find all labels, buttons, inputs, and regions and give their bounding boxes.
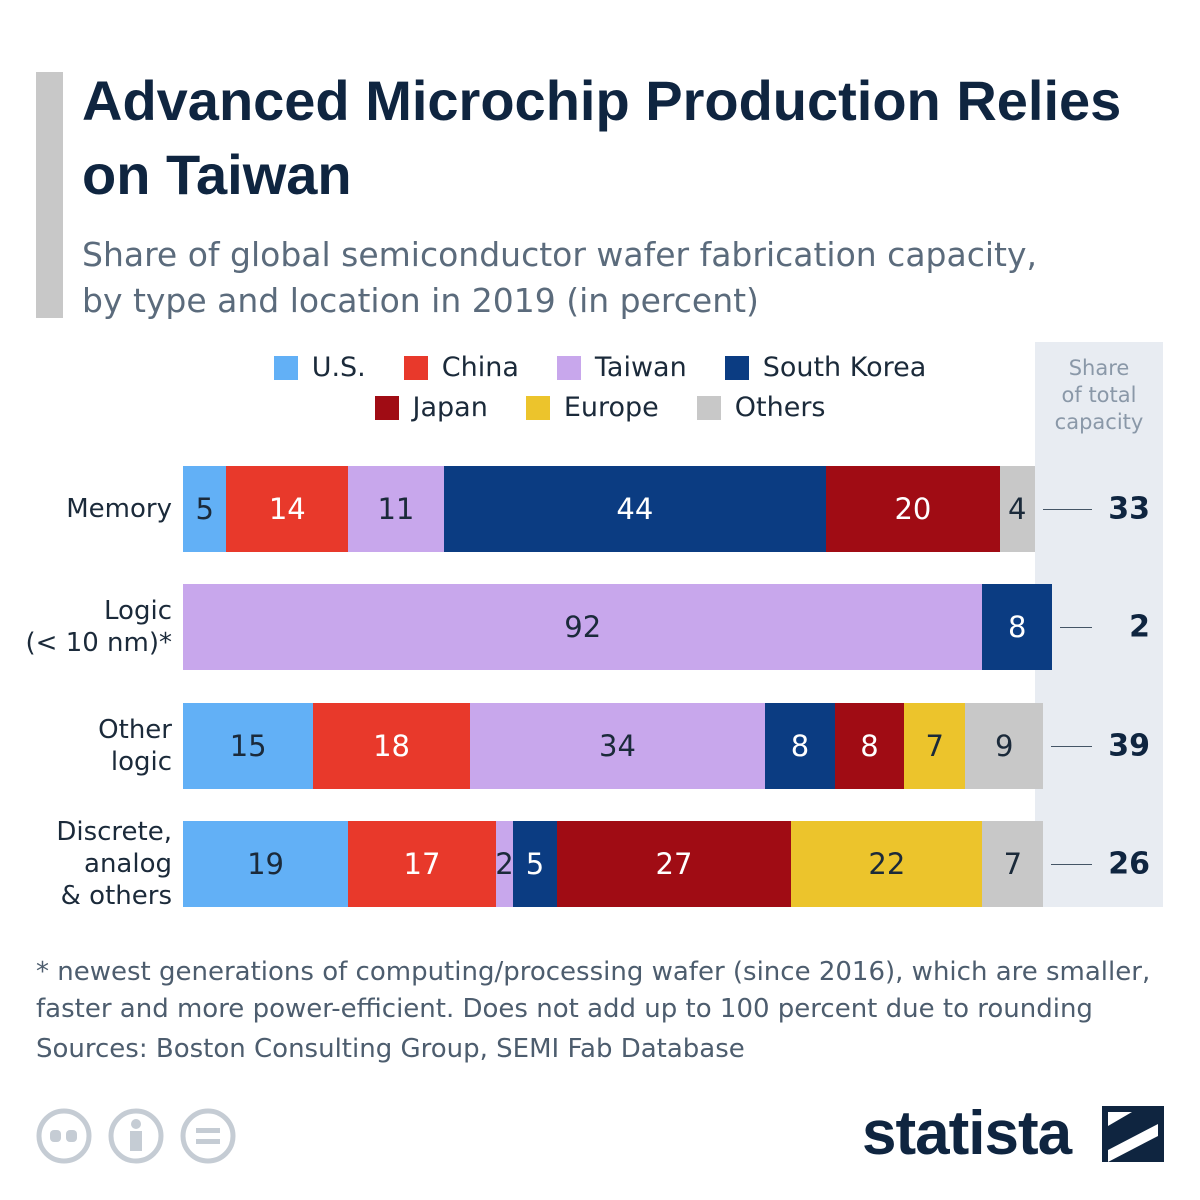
legend-label: U.S. — [311, 352, 366, 383]
value-label: 27 — [655, 847, 693, 881]
brand: statista — [862, 1099, 1072, 1168]
value-label: 2 — [495, 847, 514, 881]
value-label: 14 — [268, 492, 306, 526]
bar-segment: 11 — [348, 466, 444, 552]
brand-logo — [1102, 1106, 1164, 1162]
bar-segment: 44 — [443, 466, 827, 552]
legend-row: U.S. China Taiwan South Korea — [0, 352, 1200, 383]
legend-label: Europe — [563, 392, 659, 423]
value-label: 15 — [229, 729, 267, 763]
value-label: 7 — [1003, 847, 1023, 881]
bar-segment: 7 — [982, 821, 1044, 907]
bar-segment: 27 — [556, 821, 792, 907]
bar-segment: 8 — [765, 703, 835, 789]
legend-swatch — [724, 355, 749, 380]
legend-swatch — [525, 395, 550, 420]
value-label: 7 — [925, 729, 944, 763]
legend-item: Europe — [525, 392, 659, 423]
legend-swatch — [696, 395, 721, 420]
totals-header: Share of total capacity — [1054, 356, 1144, 434]
legend-swatch — [403, 355, 428, 380]
value-label: 9 — [994, 729, 1014, 763]
value-label: 34 — [599, 729, 636, 763]
value-label: 5 — [195, 492, 214, 526]
legend-row: Japan Europe Others — [0, 392, 1200, 423]
leader-line — [1051, 746, 1092, 747]
footnote: * newest generations of computing/proces… — [36, 957, 1151, 1024]
value-label: 92 — [564, 610, 602, 644]
legend-item: China — [403, 352, 519, 383]
chart-subtitle: Share of global semiconductor wafer fabr… — [82, 235, 1037, 320]
value-label: 11 — [377, 492, 415, 526]
bar-segment: 4 — [999, 466, 1035, 552]
bar-segment: 22 — [791, 821, 983, 907]
leader-line — [1042, 509, 1092, 510]
chart-title: Advanced Microchip Production Relies on … — [82, 69, 1122, 206]
legend-label: China — [441, 352, 519, 383]
value-label: 8 — [790, 729, 810, 763]
legend-label: Japan — [412, 392, 488, 423]
source: Sources: Boston Consulting Group, SEMI F… — [36, 1034, 745, 1064]
total-value: 26 — [1108, 846, 1150, 882]
value-label: 4 — [1008, 492, 1027, 526]
bar-segment: 34 — [469, 703, 766, 789]
bar-segment: 5 — [183, 466, 227, 552]
value-label: 22 — [868, 847, 906, 881]
bar-segment: 20 — [826, 466, 1000, 552]
bar-segment: 5 — [513, 821, 557, 907]
leader-line — [1060, 627, 1092, 628]
legend-label: Others — [734, 392, 826, 423]
bar-segment: 15 — [183, 703, 314, 789]
bar-segment: 8 — [834, 703, 905, 789]
value-label: 19 — [247, 847, 284, 881]
total-value: 33 — [1108, 491, 1150, 527]
total-value: 2 — [1129, 609, 1150, 645]
legend-label: South Korea — [762, 352, 927, 383]
legend-label: Taiwan — [594, 352, 687, 383]
totals-panel — [1035, 342, 1163, 907]
legend-swatch — [556, 355, 581, 380]
category-label: Memory — [66, 494, 172, 524]
legend-item: South Korea — [724, 352, 927, 383]
legend-item: Others — [696, 392, 826, 423]
value-label: 20 — [894, 492, 932, 526]
value-label: 44 — [616, 492, 654, 526]
bar-segment: 14 — [226, 466, 349, 552]
legend-item: U.S. — [273, 352, 366, 383]
bar-segment: 9 — [965, 703, 1044, 789]
category-label: Logic (< 10 nm)* — [25, 596, 173, 658]
legend-swatch — [374, 395, 399, 420]
value-label: 8 — [1008, 610, 1027, 644]
legend-swatch — [273, 355, 298, 380]
license-icons — [36, 1108, 236, 1164]
accent-bar — [36, 72, 63, 318]
value-label: 18 — [373, 729, 410, 763]
bar-segment: 18 — [313, 703, 470, 789]
category-label: Other logic — [98, 715, 172, 777]
leader-line — [1051, 864, 1092, 865]
legend-item: Taiwan — [556, 352, 687, 383]
value-label: 8 — [860, 729, 879, 763]
value-label: 17 — [403, 847, 441, 881]
bar-segment: 17 — [348, 821, 496, 907]
bar-segment: 19 — [183, 821, 349, 907]
total-value: 39 — [1108, 728, 1150, 764]
category-label: Discrete, analog & others — [56, 817, 172, 911]
bar-segment: 92 — [183, 584, 983, 670]
legend-item: Japan — [374, 392, 488, 423]
value-label: 5 — [525, 847, 545, 881]
bar-segment: 2 — [495, 821, 514, 907]
bar-segment: 7 — [904, 703, 966, 789]
bar-segment: 8 — [982, 584, 1052, 670]
